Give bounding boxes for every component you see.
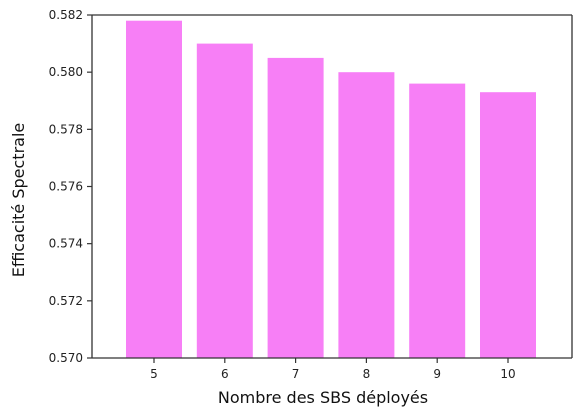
bar-9 xyxy=(409,83,466,358)
y-tick-label: 0.572 xyxy=(49,294,83,308)
bar-5 xyxy=(126,20,182,358)
bars-group xyxy=(126,20,536,359)
y-tick-label: 0.582 xyxy=(49,8,83,22)
x-ticks-group: 5 6 7 8 9 10 xyxy=(150,358,516,381)
y-ticks-group: 0.570 0.572 0.574 0.576 0.578 0.580 0.582 xyxy=(49,8,92,365)
y-tick-label: 0.576 xyxy=(49,180,83,194)
y-tick-label: 0.580 xyxy=(49,65,83,79)
x-tick-label: 6 xyxy=(221,367,229,381)
x-axis-title: Nombre des SBS déployés xyxy=(218,388,428,407)
bar-7 xyxy=(267,57,324,359)
bar-10 xyxy=(480,92,536,358)
bar-6 xyxy=(196,43,253,358)
y-tick-label: 0.574 xyxy=(49,237,83,251)
x-tick-label: 7 xyxy=(292,367,300,381)
bar-8 xyxy=(338,72,395,358)
y-tick-label: 0.578 xyxy=(49,122,83,136)
x-tick-label: 8 xyxy=(363,367,371,381)
x-tick-label: 10 xyxy=(500,367,515,381)
x-tick-label: 9 xyxy=(433,367,441,381)
y-axis-title: Efficacité Spectrale xyxy=(9,123,28,278)
y-tick-label: 0.570 xyxy=(49,351,83,365)
x-tick-label: 5 xyxy=(150,367,158,381)
